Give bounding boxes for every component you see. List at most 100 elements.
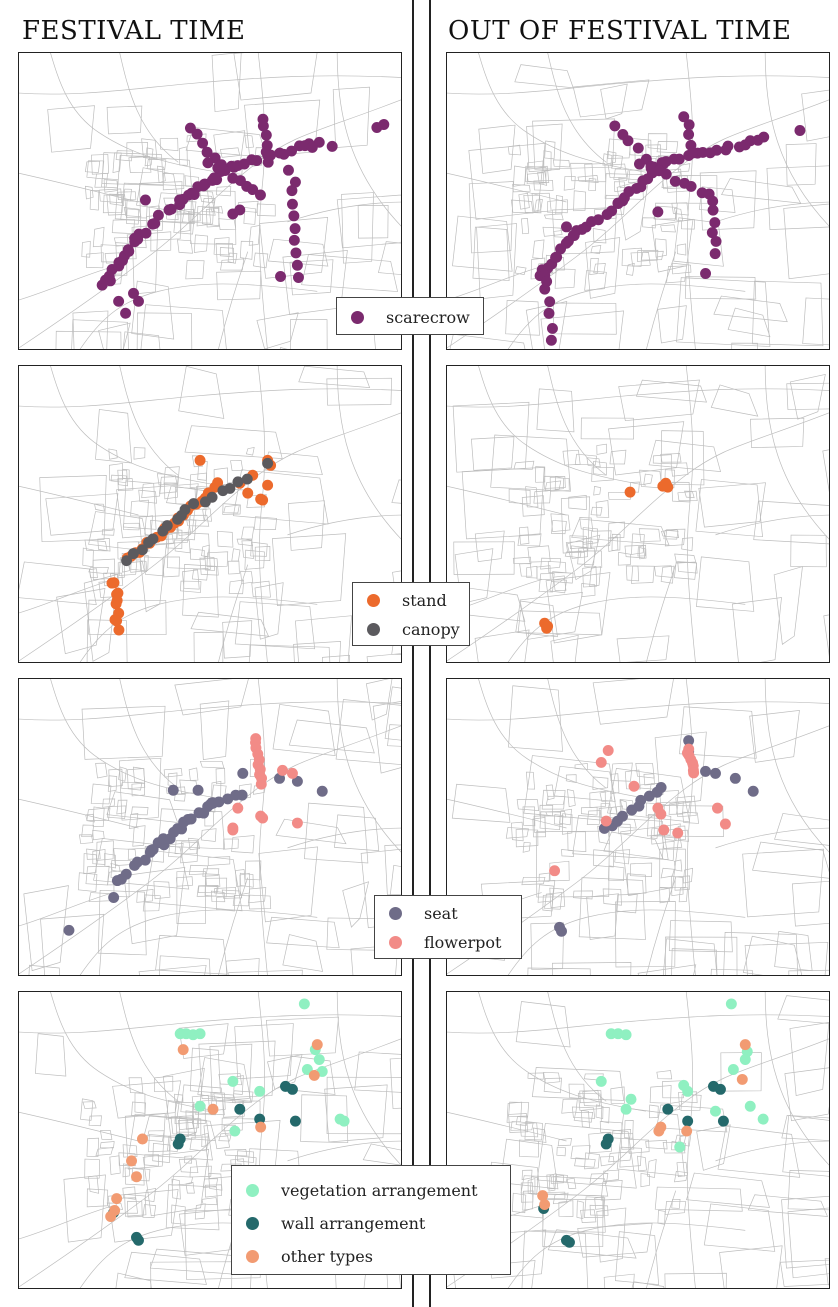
canopy-marker (224, 482, 236, 494)
wall-arrangement-marker (254, 1113, 266, 1125)
scarecrow-marker (541, 275, 553, 287)
vegetation-arrangement-marker-icon (246, 1183, 259, 1197)
map-canvas (19, 53, 401, 349)
map-canvas (447, 366, 829, 662)
canopy-marker (179, 504, 191, 516)
legend-label-scarecrow: scarecrow (386, 307, 470, 327)
scarecrow-marker (652, 206, 664, 218)
scarecrow-markers (534, 111, 806, 346)
scarecrow-marker (234, 204, 246, 216)
vegetation-arrangement-marker (298, 998, 310, 1010)
scarecrow-marker (152, 209, 164, 221)
stand-marker (110, 598, 122, 610)
scarecrow-marker (758, 131, 770, 143)
scarecrow-marker (794, 125, 806, 136)
seat-marker (213, 796, 225, 808)
scarecrow-marker (561, 221, 572, 233)
wall-arrangement-marker (286, 1083, 298, 1095)
wall-arrangement-markers (538, 1080, 729, 1248)
scarecrow-marker (288, 210, 300, 222)
map-panel-scarecrow-off-festival (446, 52, 830, 350)
canopy-marker (147, 533, 159, 545)
vegetation-arrangement-marker (338, 1115, 350, 1127)
scarecrow-marker (133, 295, 144, 307)
flowerpot-marker (255, 778, 267, 790)
other-types-marker (126, 1155, 137, 1167)
scarecrow-marker (673, 153, 685, 165)
other-types-marker (255, 1121, 267, 1133)
vegetation-arrangement-marker (595, 1075, 607, 1087)
scarecrow-marker (660, 168, 672, 180)
flowerpot-marker (595, 756, 607, 768)
flowerpot-marker (655, 808, 667, 820)
vegetation-arrangement-marker (313, 1054, 325, 1066)
scarecrow-marker (113, 295, 125, 307)
divider-left-line (412, 0, 414, 1307)
scarecrow-marker (706, 227, 718, 239)
other-types-marker (109, 1205, 121, 1216)
wall-arrangement-marker (682, 1115, 694, 1127)
other-types-marker (736, 1073, 748, 1085)
vegetation-arrangement-marker (674, 1141, 686, 1153)
vegetation-arrangement-marker (612, 1028, 624, 1040)
flowerpot-marker (277, 764, 288, 776)
seat-marker (710, 767, 721, 779)
canopy-marker (206, 491, 218, 503)
seat-marker-icon (389, 906, 402, 920)
scarecrow-marker (128, 287, 139, 299)
canopy-marker (262, 457, 274, 469)
stand-marker (541, 622, 553, 634)
vegetation-arrangement-marker (744, 1100, 756, 1112)
scarecrow-marker (191, 128, 203, 140)
legend-item-flowerpot: flowerpot (375, 928, 521, 956)
other-types-marker (177, 1044, 189, 1056)
seat-marker (192, 784, 204, 796)
seat-marker (236, 789, 248, 801)
scarecrow-marker (686, 147, 698, 159)
seat-marker (167, 784, 179, 796)
scarecrow-marker (710, 235, 722, 247)
stand-markers (539, 477, 674, 634)
map-canvas (19, 366, 401, 662)
legend-item-canopy: canopy (353, 615, 469, 643)
other-types-marker (539, 1199, 551, 1211)
legend-item-scarecrow: scarecrow (337, 303, 483, 331)
stand-marker (262, 479, 274, 491)
wall-arrangement-marker (564, 1236, 575, 1248)
scarecrow-marker (288, 234, 300, 246)
scarecrow-marker (678, 111, 690, 123)
scarecrow-marker (275, 271, 286, 282)
scarecrow-marker (545, 334, 557, 346)
legend-label-canopy: canopy (402, 619, 460, 639)
seat-marker (683, 735, 695, 747)
scarecrow-marker (197, 180, 209, 192)
wall-arrangement-markers (108, 1080, 301, 1246)
seat-marker (237, 767, 249, 779)
other-types-marker (537, 1190, 549, 1202)
map-panel-seat-flowerpot-off-festival (446, 678, 830, 976)
flowerpot-marker (658, 824, 670, 836)
vegetation-arrangement-marker (620, 1103, 632, 1115)
other-types-markers (537, 1039, 751, 1211)
street-network-basemap (19, 679, 401, 975)
street-network-basemap (447, 992, 829, 1288)
stand-marker (111, 615, 123, 627)
scarecrow-marker (700, 268, 712, 279)
map-canvas (447, 53, 829, 349)
vegetation-arrangement-marker (757, 1113, 769, 1125)
other-types-marker (739, 1039, 751, 1051)
seat-marker (700, 765, 712, 777)
map-panel-stand-canopy-festival (18, 365, 402, 663)
other-types-marker (681, 1125, 693, 1137)
legend-label-seat: seat (424, 903, 458, 923)
scarecrow-marker (683, 129, 695, 140)
flowerpot-marker (257, 812, 269, 824)
wall-arrangement-marker (600, 1138, 612, 1150)
title-festival-time: FESTIVAL TIME (22, 16, 246, 46)
flowerpot-marker (549, 865, 561, 877)
scarecrow-marker-icon (351, 310, 364, 324)
scarecrow-marker (544, 296, 556, 308)
stand-marker (624, 486, 636, 498)
divider-right-line (429, 0, 431, 1307)
scarecrow-marker (293, 272, 304, 283)
